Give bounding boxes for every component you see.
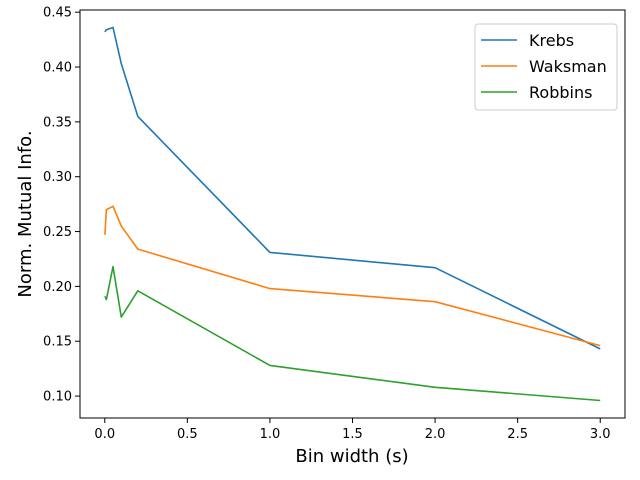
y-tick-label: 0.15 <box>43 335 72 350</box>
y-tick-label: 0.25 <box>43 225 72 240</box>
y-tick-label: 0.10 <box>43 390 72 405</box>
x-tick-label: 1.0 <box>260 427 281 442</box>
legend-label-krebs: Krebs <box>529 31 574 50</box>
y-axis: 0.10 0.15 0.20 0.25 0.30 0.35 0.40 0.45 <box>43 6 80 405</box>
x-tick-label: 2.0 <box>425 427 446 442</box>
series-line-robbins <box>104 265 601 402</box>
x-tick-label: 1.5 <box>342 427 363 442</box>
legend-box <box>474 23 618 111</box>
x-axis: 0.0 0.5 1.0 1.5 2.0 2.5 3.0 <box>94 418 611 442</box>
x-axis-label: Bin width (s) <box>295 446 408 467</box>
y-tick-label: 0.45 <box>43 6 72 21</box>
series-line-waksman <box>104 205 601 347</box>
legend: Krebs Waksman Robbins <box>474 23 618 111</box>
x-tick-label: 0.0 <box>94 427 115 442</box>
y-tick-label: 0.40 <box>43 61 72 76</box>
series-layer <box>104 26 601 402</box>
y-tick-label: 0.30 <box>43 170 72 185</box>
y-tick-label: 0.20 <box>43 280 72 295</box>
series-line-krebs <box>104 26 601 350</box>
y-tick-label: 0.35 <box>43 115 72 130</box>
x-tick-label: 3.0 <box>590 427 611 442</box>
x-tick-label: 0.5 <box>177 427 198 442</box>
legend-label-robbins: Robbins <box>529 83 592 102</box>
y-axis-label: Norm. Mutual Info. <box>15 130 36 297</box>
x-tick-label: 2.5 <box>507 427 528 442</box>
legend-label-waksman: Waksman <box>529 57 607 76</box>
